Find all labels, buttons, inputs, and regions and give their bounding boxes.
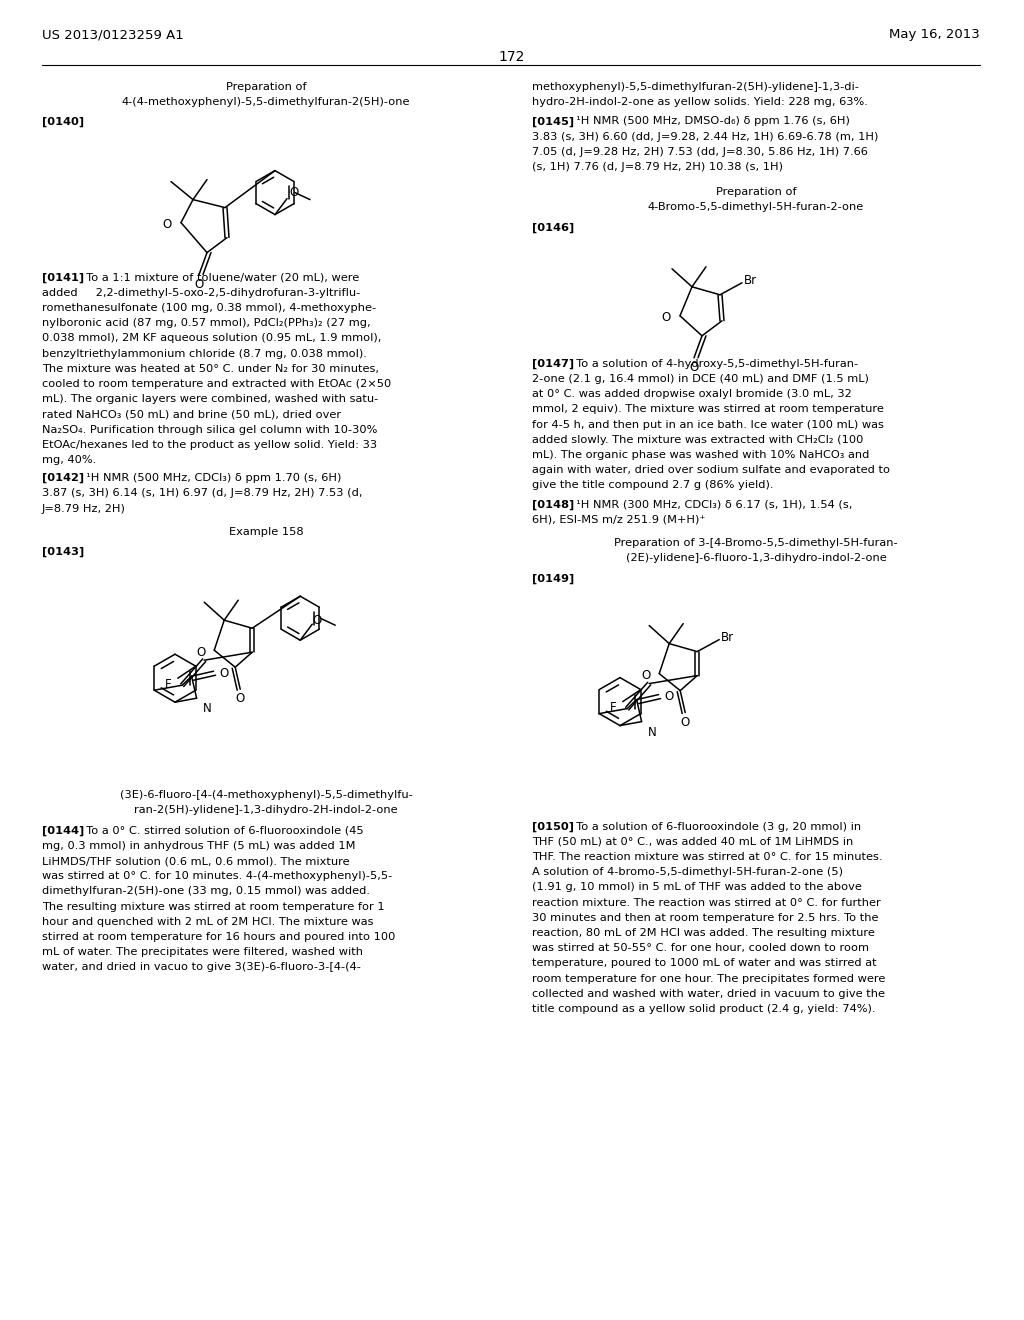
Text: (2E)-ylidene]-6-fluoro-1,3-dihydro-indol-2-one: (2E)-ylidene]-6-fluoro-1,3-dihydro-indol… (626, 553, 887, 564)
Text: 6H), ESI-MS m/z 251.9 (M+H)⁺: 6H), ESI-MS m/z 251.9 (M+H)⁺ (532, 515, 706, 525)
Text: [0147]: [0147] (532, 359, 574, 370)
Text: The mixture was heated at 50° C. under N₂ for 30 minutes,: The mixture was heated at 50° C. under N… (42, 364, 379, 374)
Text: room temperature for one hour. The precipitates formed were: room temperature for one hour. The preci… (532, 974, 886, 983)
Text: THF. The reaction mixture was stirred at 0° C. for 15 minutes.: THF. The reaction mixture was stirred at… (532, 851, 883, 862)
Text: Na₂SO₄. Purification through silica gel column with 10-30%: Na₂SO₄. Purification through silica gel … (42, 425, 378, 434)
Text: To a 1:1 mixture of toluene/water (20 mL), were: To a 1:1 mixture of toluene/water (20 mL… (79, 273, 359, 282)
Text: J=8.79 Hz, 2H): J=8.79 Hz, 2H) (42, 504, 126, 513)
Text: benzyltriethylammonium chloride (8.7 mg, 0.038 mmol).: benzyltriethylammonium chloride (8.7 mg,… (42, 348, 367, 359)
Text: methoxyphenyl)-5,5-dimethylfuran-2(5H)-ylidene]-1,3-di-: methoxyphenyl)-5,5-dimethylfuran-2(5H)-y… (532, 82, 859, 92)
Text: The resulting mixture was stirred at room temperature for 1: The resulting mixture was stirred at roo… (42, 902, 385, 912)
Text: THF (50 mL) at 0° C., was added 40 mL of 1M LiHMDS in: THF (50 mL) at 0° C., was added 40 mL of… (532, 837, 853, 847)
Text: Br: Br (744, 275, 757, 288)
Text: To a solution of 4-hydroxy-5,5-dimethyl-5H-furan-: To a solution of 4-hydroxy-5,5-dimethyl-… (569, 359, 858, 368)
Text: rated NaHCO₃ (50 mL) and brine (50 mL), dried over: rated NaHCO₃ (50 mL) and brine (50 mL), … (42, 409, 341, 420)
Text: added     2,2-dimethyl-5-oxo-2,5-dihydrofuran-3-yltriflu-: added 2,2-dimethyl-5-oxo-2,5-dihydrofura… (42, 288, 360, 298)
Text: ¹H NMR (300 MHz, CDCl₃) δ 6.17 (s, 1H), 1.54 (s,: ¹H NMR (300 MHz, CDCl₃) δ 6.17 (s, 1H), … (569, 499, 852, 510)
Text: [0146]: [0146] (532, 223, 574, 232)
Text: O: O (163, 218, 172, 231)
Text: 3.83 (s, 3H) 6.60 (dd, J=9.28, 2.44 Hz, 1H) 6.69-6.78 (m, 1H): 3.83 (s, 3H) 6.60 (dd, J=9.28, 2.44 Hz, … (532, 132, 879, 141)
Text: O: O (196, 645, 205, 659)
Text: ¹H NMR (500 MHz, CDCl₃) δ ppm 1.70 (s, 6H): ¹H NMR (500 MHz, CDCl₃) δ ppm 1.70 (s, 6… (79, 473, 341, 483)
Text: 4-(4-methoxyphenyl)-5,5-dimethylfuran-2(5H)-one: 4-(4-methoxyphenyl)-5,5-dimethylfuran-2(… (122, 98, 411, 107)
Text: 7.05 (d, J=9.28 Hz, 2H) 7.53 (dd, J=8.30, 5.86 Hz, 1H) 7.66: 7.05 (d, J=9.28 Hz, 2H) 7.53 (dd, J=8.30… (532, 147, 868, 157)
Text: [0150]: [0150] (532, 821, 574, 832)
Text: title compound as a yellow solid product (2.4 g, yield: 74%).: title compound as a yellow solid product… (532, 1005, 876, 1014)
Text: was stirred at 0° C. for 10 minutes. 4-(4-methoxyphenyl)-5,5-: was stirred at 0° C. for 10 minutes. 4-(… (42, 871, 392, 882)
Text: O: O (662, 312, 671, 325)
Text: Br: Br (721, 631, 734, 644)
Text: EtOAc/hexanes led to the product as yellow solid. Yield: 33: EtOAc/hexanes led to the product as yell… (42, 440, 377, 450)
Text: O: O (312, 614, 322, 627)
Text: Preparation of: Preparation of (716, 187, 797, 197)
Text: mL of water. The precipitates were filtered, washed with: mL of water. The precipitates were filte… (42, 948, 362, 957)
Text: [0145]: [0145] (532, 116, 574, 127)
Text: 2-one (2.1 g, 16.4 mmol) in DCE (40 mL) and DMF (1.5 mL): 2-one (2.1 g, 16.4 mmol) in DCE (40 mL) … (532, 374, 869, 384)
Text: mg, 0.3 mmol) in anhydrous THF (5 mL) was added 1M: mg, 0.3 mmol) in anhydrous THF (5 mL) wa… (42, 841, 355, 851)
Text: [0149]: [0149] (532, 573, 574, 583)
Text: collected and washed with water, dried in vacuum to give the: collected and washed with water, dried i… (532, 989, 885, 999)
Text: romethanesulfonate (100 mg, 0.38 mmol), 4-methoxyphe-: romethanesulfonate (100 mg, 0.38 mmol), … (42, 304, 376, 313)
Text: temperature, poured to 1000 mL of water and was stirred at: temperature, poured to 1000 mL of water … (532, 958, 877, 969)
Text: Example 158: Example 158 (228, 527, 303, 537)
Text: N: N (203, 702, 211, 715)
Text: mmol, 2 equiv). The mixture was stirred at room temperature: mmol, 2 equiv). The mixture was stirred … (532, 404, 884, 414)
Text: [0143]: [0143] (42, 546, 84, 557)
Text: 172: 172 (499, 50, 525, 63)
Text: [0144]: [0144] (42, 825, 84, 836)
Text: O: O (236, 692, 245, 705)
Text: again with water, dried over sodium sulfate and evaporated to: again with water, dried over sodium sulf… (532, 465, 890, 475)
Text: mg, 40%.: mg, 40%. (42, 455, 96, 465)
Text: N: N (647, 726, 656, 739)
Text: mL). The organic phase was washed with 10% NaHCO₃ and: mL). The organic phase was washed with 1… (532, 450, 869, 459)
Text: 3.87 (s, 3H) 6.14 (s, 1H) 6.97 (d, J=8.79 Hz, 2H) 7.53 (d,: 3.87 (s, 3H) 6.14 (s, 1H) 6.97 (d, J=8.7… (42, 488, 362, 499)
Text: added slowly. The mixture was extracted with CH₂Cl₂ (100: added slowly. The mixture was extracted … (532, 434, 863, 445)
Text: was stirred at 50-55° C. for one hour, cooled down to room: was stirred at 50-55° C. for one hour, c… (532, 944, 869, 953)
Text: To a solution of 6-fluorooxindole (3 g, 20 mmol) in: To a solution of 6-fluorooxindole (3 g, … (569, 821, 861, 832)
Text: for 4-5 h, and then put in an ice bath. Ice water (100 mL) was: for 4-5 h, and then put in an ice bath. … (532, 420, 884, 429)
Text: US 2013/0123259 A1: US 2013/0123259 A1 (42, 28, 183, 41)
Text: mL). The organic layers were combined, washed with satu-: mL). The organic layers were combined, w… (42, 395, 378, 404)
Text: hydro-2H-indol-2-one as yellow solids. Yield: 228 mg, 63%.: hydro-2H-indol-2-one as yellow solids. Y… (532, 98, 868, 107)
Text: [0141]: [0141] (42, 273, 84, 282)
Text: O: O (689, 360, 698, 374)
Text: ¹H NMR (500 MHz, DMSO-d₆) δ ppm 1.76 (s, 6H): ¹H NMR (500 MHz, DMSO-d₆) δ ppm 1.76 (s,… (569, 116, 850, 127)
Text: O: O (665, 690, 674, 704)
Text: reaction mixture. The reaction was stirred at 0° C. for further: reaction mixture. The reaction was stirr… (532, 898, 881, 908)
Text: Preparation of: Preparation of (225, 82, 306, 92)
Text: (s, 1H) 7.76 (d, J=8.79 Hz, 2H) 10.38 (s, 1H): (s, 1H) 7.76 (d, J=8.79 Hz, 2H) 10.38 (s… (532, 162, 783, 172)
Text: 0.038 mmol), 2M KF aqueous solution (0.95 mL, 1.9 mmol),: 0.038 mmol), 2M KF aqueous solution (0.9… (42, 334, 381, 343)
Text: 4-Bromo-5,5-dimethyl-5H-furan-2-one: 4-Bromo-5,5-dimethyl-5H-furan-2-one (648, 202, 864, 213)
Text: Preparation of 3-[4-Bromo-5,5-dimethyl-5H-furan-: Preparation of 3-[4-Bromo-5,5-dimethyl-5… (614, 539, 898, 548)
Text: (1.91 g, 10 mmol) in 5 mL of THF was added to the above: (1.91 g, 10 mmol) in 5 mL of THF was add… (532, 882, 862, 892)
Text: nylboronic acid (87 mg, 0.57 mmol), PdCl₂(PPh₃)₂ (27 mg,: nylboronic acid (87 mg, 0.57 mmol), PdCl… (42, 318, 371, 329)
Text: 30 minutes and then at room temperature for 2.5 hrs. To the: 30 minutes and then at room temperature … (532, 913, 879, 923)
Text: hour and quenched with 2 mL of 2M HCl. The mixture was: hour and quenched with 2 mL of 2M HCl. T… (42, 917, 374, 927)
Text: O: O (681, 715, 690, 729)
Text: [0148]: [0148] (532, 499, 574, 510)
Text: reaction, 80 mL of 2M HCl was added. The resulting mixture: reaction, 80 mL of 2M HCl was added. The… (532, 928, 874, 939)
Text: give the title compound 2.7 g (86% yield).: give the title compound 2.7 g (86% yield… (532, 480, 773, 491)
Text: cooled to room temperature and extracted with EtOAc (2×50: cooled to room temperature and extracted… (42, 379, 391, 389)
Text: (3E)-6-fluoro-[4-(4-methoxyphenyl)-5,5-dimethylfu-: (3E)-6-fluoro-[4-(4-methoxyphenyl)-5,5-d… (120, 791, 413, 800)
Text: stirred at room temperature for 16 hours and poured into 100: stirred at room temperature for 16 hours… (42, 932, 395, 942)
Text: F: F (609, 701, 616, 714)
Text: A solution of 4-bromo-5,5-dimethyl-5H-furan-2-one (5): A solution of 4-bromo-5,5-dimethyl-5H-fu… (532, 867, 843, 878)
Text: water, and dried in vacuo to give 3(3E)-6-fluoro-3-[4-(4-: water, and dried in vacuo to give 3(3E)-… (42, 962, 360, 973)
Text: at 0° C. was added dropwise oxalyl bromide (3.0 mL, 32: at 0° C. was added dropwise oxalyl bromi… (532, 389, 852, 399)
Text: [0140]: [0140] (42, 116, 84, 127)
Text: May 16, 2013: May 16, 2013 (889, 28, 980, 41)
Text: LiHMDS/THF solution (0.6 mL, 0.6 mmol). The mixture: LiHMDS/THF solution (0.6 mL, 0.6 mmol). … (42, 855, 349, 866)
Text: To a 0° C. stirred solution of 6-fluorooxindole (45: To a 0° C. stirred solution of 6-fluoroo… (79, 825, 364, 836)
Text: ran-2(5H)-ylidene]-1,3-dihydro-2H-indol-2-one: ran-2(5H)-ylidene]-1,3-dihydro-2H-indol-… (134, 805, 397, 816)
Text: O: O (219, 667, 228, 680)
Text: O: O (289, 186, 298, 199)
Text: [0142]: [0142] (42, 473, 84, 483)
Text: O: O (641, 669, 650, 682)
Text: F: F (165, 677, 171, 690)
Text: dimethylfuran-2(5H)-one (33 mg, 0.15 mmol) was added.: dimethylfuran-2(5H)-one (33 mg, 0.15 mmo… (42, 887, 370, 896)
Text: O: O (195, 277, 204, 290)
